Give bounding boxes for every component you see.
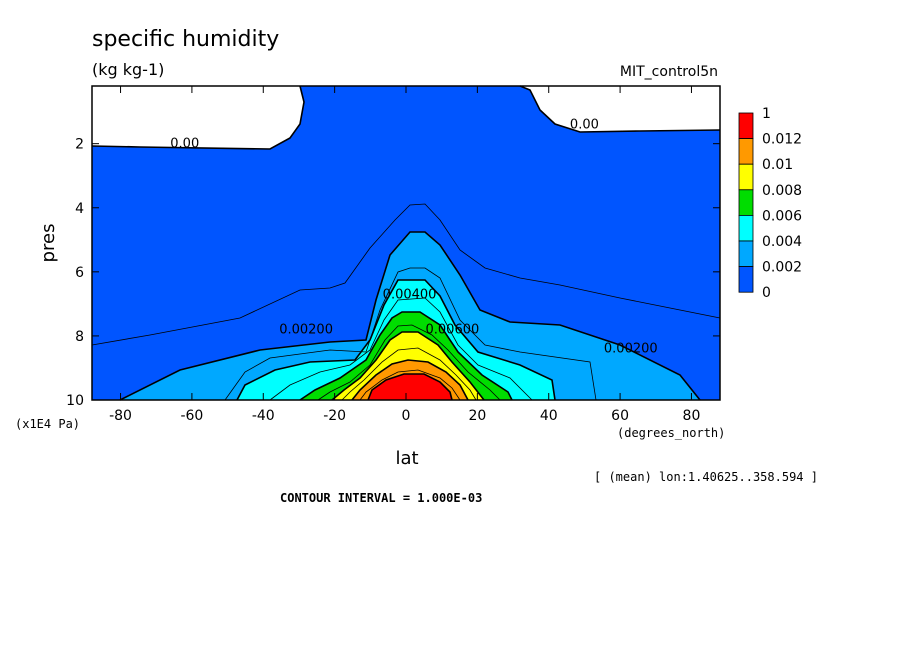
legend-label: 0.004: [762, 234, 802, 250]
legend-swatch: [738, 214, 754, 242]
y-axis-units: (x1E4 Pa): [15, 417, 80, 431]
contour-lines: [91, 85, 721, 401]
legend: 1 0.012 0.01 0.008 0.006 0.004 0.002 0: [738, 106, 802, 301]
legend-label: 0: [762, 285, 771, 301]
contour-0.003: [224, 267, 597, 401]
contour-0.011: [359, 369, 461, 401]
contour-label: 0.00: [570, 117, 599, 132]
y-axis-label: pres: [38, 224, 59, 263]
y-tick-label: 6: [75, 265, 84, 281]
legend-label: 0.002: [762, 260, 802, 276]
x-tick-label: -20: [323, 408, 346, 424]
contour-0.012: [367, 373, 453, 401]
contour-0.009: [341, 347, 477, 401]
chart-units: (kg kg-1): [92, 60, 164, 79]
contour-label: 0.00600: [426, 323, 480, 338]
contour-label: 0.00200: [279, 323, 333, 338]
chart-title: specific humidity: [92, 27, 279, 52]
x-axis: -80 -60 -40 -20 0 20 40 60 80: [109, 86, 700, 424]
legend-label: 0.012: [762, 132, 802, 148]
contour-0.005: [269, 297, 533, 401]
dataset-label: MIT_control5n: [620, 64, 718, 80]
contour-label: 0.00400: [383, 287, 437, 302]
x-tick-label: -80: [109, 408, 132, 424]
legend-swatch: [738, 240, 754, 268]
legend-label: 0.008: [762, 183, 802, 199]
legend-swatch: [738, 112, 754, 140]
x-tick-label: 0: [402, 408, 411, 424]
x-tick-label: -60: [180, 408, 203, 424]
x-tick-label: 60: [611, 408, 629, 424]
contour-0.010: [351, 359, 469, 401]
x-axis-units: (degrees_north): [617, 426, 725, 440]
x-tick-label: 80: [683, 408, 701, 424]
x-tick-label: -40: [252, 408, 275, 424]
legend-label: 1: [762, 106, 771, 122]
legend-swatch: [738, 163, 754, 191]
legend-swatch: [738, 189, 754, 216]
mean-note: [ (mean) lon:1.40625..358.594 ]: [594, 470, 818, 484]
legend-label: 0.006: [762, 208, 802, 224]
contour-0.008: [331, 331, 485, 401]
y-tick-label: 2: [75, 137, 84, 153]
legend-swatch: [738, 266, 754, 293]
contour-label-layer: 0.00 0.00 0.00200 0.00200 0.00400 0.00600: [170, 117, 658, 357]
legend-swatch: [738, 138, 754, 165]
contour-0.006: [299, 311, 513, 401]
x-tick-label: 40: [540, 408, 558, 424]
y-tick-label: 4: [75, 201, 84, 217]
contour-0.004: [236, 279, 556, 401]
y-tick-label: 10: [66, 393, 84, 409]
contour-0.002: [119, 231, 701, 401]
contour-label: 0.00: [170, 137, 199, 152]
contour-0.001: [91, 203, 721, 346]
plot-area: 0.00 0.00 0.00200 0.00200 0.00400 0.00600: [91, 85, 721, 401]
x-tick-label: 20: [468, 408, 486, 424]
x-axis-label: lat: [395, 448, 418, 469]
contour-interval: CONTOUR INTERVAL = 1.000E-03: [280, 491, 482, 505]
contour-0.000: [91, 85, 721, 150]
legend-label: 0.01: [762, 157, 793, 173]
contour-0.007: [317, 324, 501, 401]
contour-label: 0.00200: [604, 342, 658, 357]
band-0.012-plus: [368, 374, 452, 400]
y-tick-label: 8: [75, 329, 84, 345]
y-axis: 2 4 6 8 10: [66, 137, 720, 409]
